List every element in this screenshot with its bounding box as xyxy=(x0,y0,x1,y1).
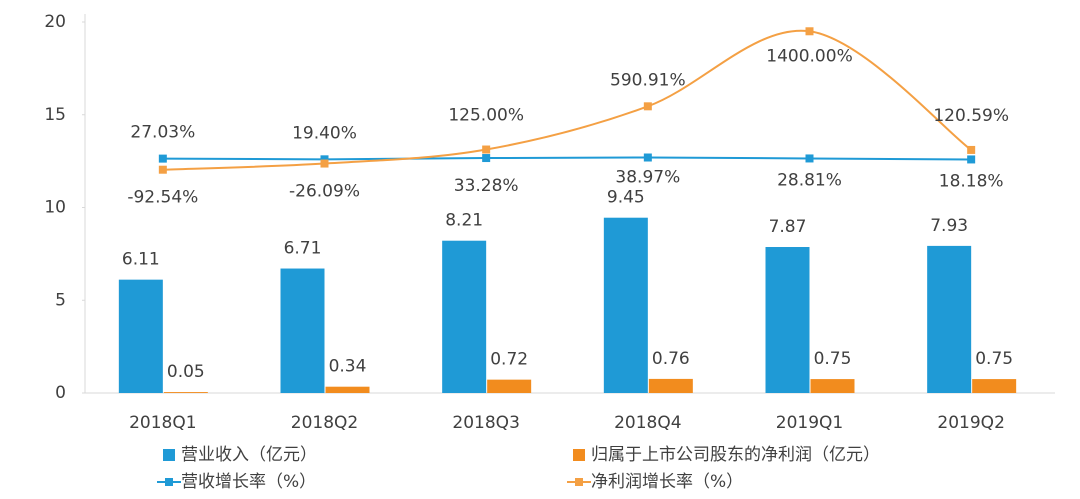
bar-value-label: 0.75 xyxy=(975,349,1013,369)
line-marker xyxy=(158,154,167,163)
bar-value-label: 6.71 xyxy=(284,239,322,259)
legend-swatch xyxy=(573,449,585,461)
bar-value-label: 0.76 xyxy=(652,349,690,369)
y-tick-label: 15 xyxy=(44,105,66,125)
line-value-label: 1400.00% xyxy=(766,46,852,66)
line-marker xyxy=(320,155,329,164)
bar-value-label: 0.72 xyxy=(490,350,528,370)
bar xyxy=(118,279,163,393)
y-tick-label: 10 xyxy=(44,198,66,218)
y-tick-label: 20 xyxy=(44,12,66,32)
line-value-label: -92.54% xyxy=(127,188,198,208)
line-value-label: 38.97% xyxy=(615,168,680,188)
x-tick-label: 2018Q3 xyxy=(452,413,519,433)
line-marker xyxy=(158,165,167,174)
bar-value-label: 0.05 xyxy=(167,362,205,382)
bar xyxy=(325,386,370,393)
bar-value-label: 8.21 xyxy=(445,211,483,231)
bar-value-label: 0.34 xyxy=(329,357,367,377)
y-tick-label: 5 xyxy=(55,290,66,310)
legend-label: 归属于上市公司股东的净利润（亿元） xyxy=(591,445,880,465)
legend-swatch xyxy=(163,449,175,461)
line-marker xyxy=(967,145,976,154)
bar-value-label: 7.87 xyxy=(769,217,807,237)
line-marker xyxy=(805,27,814,36)
x-tick-label: 2019Q1 xyxy=(776,413,843,433)
line-value-label: 125.00% xyxy=(448,106,524,126)
bar-value-label: 6.11 xyxy=(122,250,160,270)
line-marker xyxy=(482,145,491,154)
bar-value-label: 9.45 xyxy=(607,188,645,208)
x-tick-label: 2018Q2 xyxy=(291,413,358,433)
line-marker xyxy=(320,159,329,168)
bar xyxy=(280,268,325,393)
legend-swatch-marker xyxy=(575,478,583,486)
line-marker xyxy=(643,102,652,111)
line-value-label: 27.03% xyxy=(130,123,195,143)
bar xyxy=(927,245,972,393)
line-value-label: 18.18% xyxy=(939,171,1004,191)
legend-label: 营业收入（亿元） xyxy=(181,445,317,465)
bar xyxy=(603,217,648,393)
bar xyxy=(487,379,532,393)
bar-value-label: 0.75 xyxy=(814,349,852,369)
legend-label: 净利润增长率（%） xyxy=(591,472,743,492)
bar xyxy=(765,247,810,393)
line-value-label: 33.28% xyxy=(454,176,519,196)
line-value-label: 19.40% xyxy=(292,123,357,143)
y-tick-label: 0 xyxy=(55,383,66,403)
bar xyxy=(810,379,855,393)
legend-swatch-marker xyxy=(165,478,173,486)
bar xyxy=(442,240,487,393)
line-marker xyxy=(643,153,652,162)
line-marker xyxy=(805,154,814,163)
bar xyxy=(648,378,693,393)
line-value-label: 28.81% xyxy=(777,170,842,190)
bar xyxy=(163,392,208,393)
line-value-label: 120.59% xyxy=(933,106,1009,126)
line-marker xyxy=(967,155,976,164)
bar xyxy=(972,379,1017,393)
line xyxy=(162,29,972,171)
x-tick-label: 2019Q2 xyxy=(937,413,1004,433)
bar-value-label: 7.93 xyxy=(930,216,968,236)
x-tick-label: 2018Q1 xyxy=(129,413,196,433)
legend-label: 营收增长率（%） xyxy=(181,472,316,492)
line-marker xyxy=(482,154,491,163)
x-tick-label: 2018Q4 xyxy=(614,413,681,433)
line-value-label: 590.91% xyxy=(610,70,686,90)
line xyxy=(162,156,972,161)
line-value-label: -26.09% xyxy=(289,182,360,202)
